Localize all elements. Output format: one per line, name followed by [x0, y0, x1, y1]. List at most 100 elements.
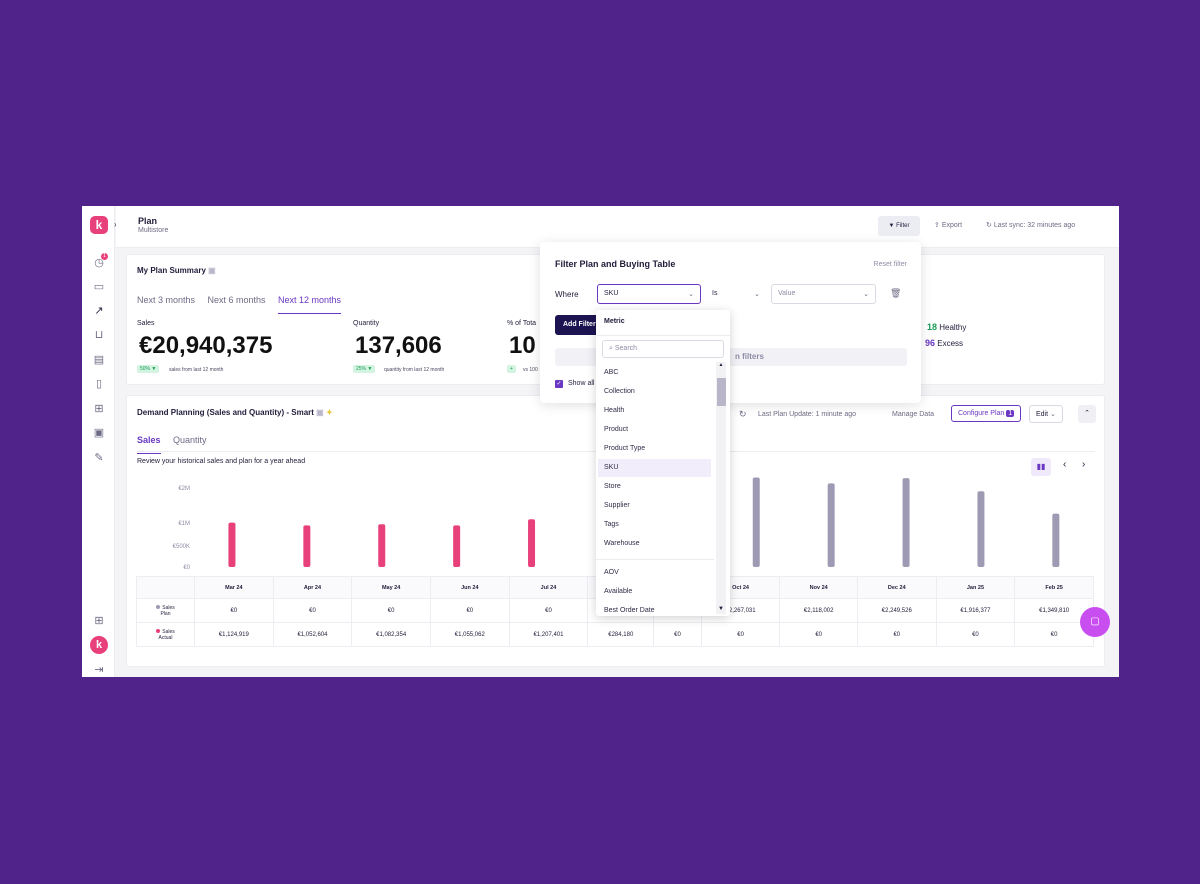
scrollbar[interactable]: ▲ ▼	[716, 362, 726, 614]
filter-icon: ▼	[888, 223, 895, 229]
dropdown-item[interactable]: Best Order Date	[604, 607, 655, 614]
dropdown-item[interactable]: ABC	[604, 369, 619, 376]
presentation-icon[interactable]: ▭	[93, 281, 105, 293]
row-header: Sales Actual	[136, 622, 195, 647]
notification-badge: 1	[101, 253, 108, 260]
table-cell: €2,118,002	[779, 598, 858, 623]
trending-up-icon[interactable]: ↗	[94, 305, 104, 317]
column-header: Jan 25	[935, 576, 1016, 599]
demand-title: Demand Planning (Sales and Quantity) - S…	[137, 408, 333, 417]
dropdown-item[interactable]: Supplier	[604, 502, 630, 509]
table-cell: €0	[194, 598, 274, 623]
dropdown-item[interactable]: Product	[604, 426, 629, 433]
summary-tabs: Next 3 months Next 6 months Next 12 mont…	[137, 290, 349, 314]
avatar[interactable]: k	[90, 636, 108, 654]
table-cell: €0	[272, 598, 353, 623]
table-cell: €0	[508, 598, 589, 623]
calendar-icon[interactable]: ▤	[93, 354, 105, 366]
last-sync: ↻ Last sync: 32 minutes ago	[986, 222, 1076, 229]
chart-type-button[interactable]: ▮▮	[1031, 458, 1051, 476]
tab-quantity[interactable]: Quantity	[172, 435, 207, 445]
dropdown-separator	[596, 559, 714, 560]
sparkle-icon: ✦	[325, 408, 333, 417]
trash-icon[interactable]: 🗑	[890, 288, 902, 298]
dropdown-item[interactable]: SKU	[604, 464, 619, 471]
search-input[interactable]: ⌕ Search	[602, 340, 724, 358]
truck-icon[interactable]: ▣	[93, 427, 105, 439]
table-row: Sales Actual €1,124,919 €1,052,604 €1,082,35…	[136, 622, 1094, 647]
basket-icon[interactable]: ⊔	[94, 329, 104, 341]
add-filter-button[interactable]: Add Filter	[555, 315, 605, 335]
logout-icon[interactable]: ⇥	[94, 664, 104, 676]
gift-icon[interactable]: ⊞	[94, 615, 104, 627]
table-cell: €1,916,377	[935, 598, 1016, 623]
sidebar: k ◷ 1 ▭ ↗ ⊔ ▤ ▯ ⊞ ▣ ✎ ⊞ k ⇥	[82, 206, 115, 677]
search-icon: ⌕	[609, 345, 613, 352]
operator-select[interactable]: Is ⌄	[705, 284, 767, 304]
app-logo[interactable]: k	[90, 216, 108, 234]
filter-button[interactable]: ▼ Filter	[878, 216, 920, 236]
metric-sales-note: sales from last 12 month	[169, 367, 224, 373]
column-header: Dec 24	[856, 576, 937, 599]
sync-icon: ↻	[986, 222, 992, 229]
page-subtitle: Multistore	[138, 227, 169, 234]
column-header: Nov 24	[779, 576, 858, 599]
selected-highlight	[598, 459, 711, 477]
export-button[interactable]: ⇪ Export	[934, 222, 963, 229]
table-corner	[136, 576, 195, 599]
scroll-up-icon: ▲	[718, 362, 724, 368]
dropdown-item[interactable]: AOV	[604, 569, 619, 576]
column-header: May 24	[351, 576, 431, 599]
scrollbar-thumb[interactable]	[717, 378, 726, 406]
tab-next-3-months[interactable]: Next 3 months	[137, 295, 196, 305]
demand-tabs: Sales Quantity	[137, 430, 215, 454]
column-header: Feb 25	[1014, 576, 1094, 599]
document-icon[interactable]: ▯	[95, 378, 103, 390]
metric-quantity-note: quantity from last 12 month	[384, 367, 445, 373]
last-update: Last Plan Update: 1 minute ago	[758, 411, 857, 418]
row-header: Sales Plan	[136, 598, 195, 623]
edit-button[interactable]: Edit ⌄	[1029, 405, 1063, 423]
show-all-checkbox[interactable]: ✓	[555, 380, 563, 388]
refresh-icon[interactable]: ↻	[739, 409, 747, 419]
tab-next-6-months[interactable]: Next 6 months	[207, 295, 266, 305]
table-cell: €284,180	[587, 622, 655, 647]
tab-next-12-months[interactable]: Next 12 months	[277, 295, 341, 314]
show-all-label: Show all	[568, 380, 595, 387]
reset-filter-link[interactable]: Reset filter	[873, 261, 907, 268]
sidebar-expand-icon[interactable]: ›	[114, 220, 117, 229]
chevron-down-icon: ⌄	[754, 291, 760, 298]
dropdown-item[interactable]: Health	[604, 407, 625, 414]
manage-data-button[interactable]: Manage Data	[892, 411, 935, 418]
collapse-button[interactable]: ⌃	[1078, 405, 1096, 423]
chat-bubble-button[interactable]: ▢	[1080, 607, 1110, 637]
column-header: Jun 24	[429, 576, 510, 599]
dropdown-item[interactable]: Warehouse	[604, 540, 640, 547]
clock-icon[interactable]: ◷	[94, 257, 104, 269]
info-icon: ▣	[208, 266, 216, 275]
table-cell: €2,249,526	[856, 598, 937, 623]
dropdown-item[interactable]: Tags	[604, 521, 619, 528]
table-cell: €1,055,062	[429, 622, 510, 647]
dropdown-item[interactable]: Available	[604, 588, 633, 595]
chevron-down-icon: ⌄	[863, 291, 869, 298]
column-header: Mar 24	[194, 576, 274, 599]
dropdown-item[interactable]: Store	[604, 483, 621, 490]
metric-sales-value: €20,940,375	[139, 332, 273, 359]
chart-next-button[interactable]: ›	[1082, 459, 1086, 470]
value-select[interactable]: Value ⌄	[771, 284, 876, 304]
tab-sales[interactable]: Sales	[137, 435, 161, 454]
wrench-icon[interactable]: ✎	[94, 452, 104, 464]
box-icon[interactable]: ⊞	[94, 403, 104, 415]
metric-percent-value: 10	[509, 332, 536, 359]
configure-plan-button[interactable]: Configure Plan 1	[951, 405, 1022, 422]
metric-percent-note: vs 100	[523, 367, 538, 373]
column-header: Jul 24	[508, 576, 589, 599]
dropdown-item[interactable]: Product Type	[604, 445, 646, 452]
chart-prev-button[interactable]: ‹	[1063, 459, 1067, 470]
dropdown-item[interactable]: Collection	[604, 388, 635, 395]
info-icon: ▣	[316, 408, 324, 417]
metric-dropdown: Metric ⌕ Search ABC Collection Health Produ…	[596, 310, 730, 616]
table-cell: €0	[700, 622, 781, 647]
field-select[interactable]: SKU ⌄	[597, 284, 701, 304]
